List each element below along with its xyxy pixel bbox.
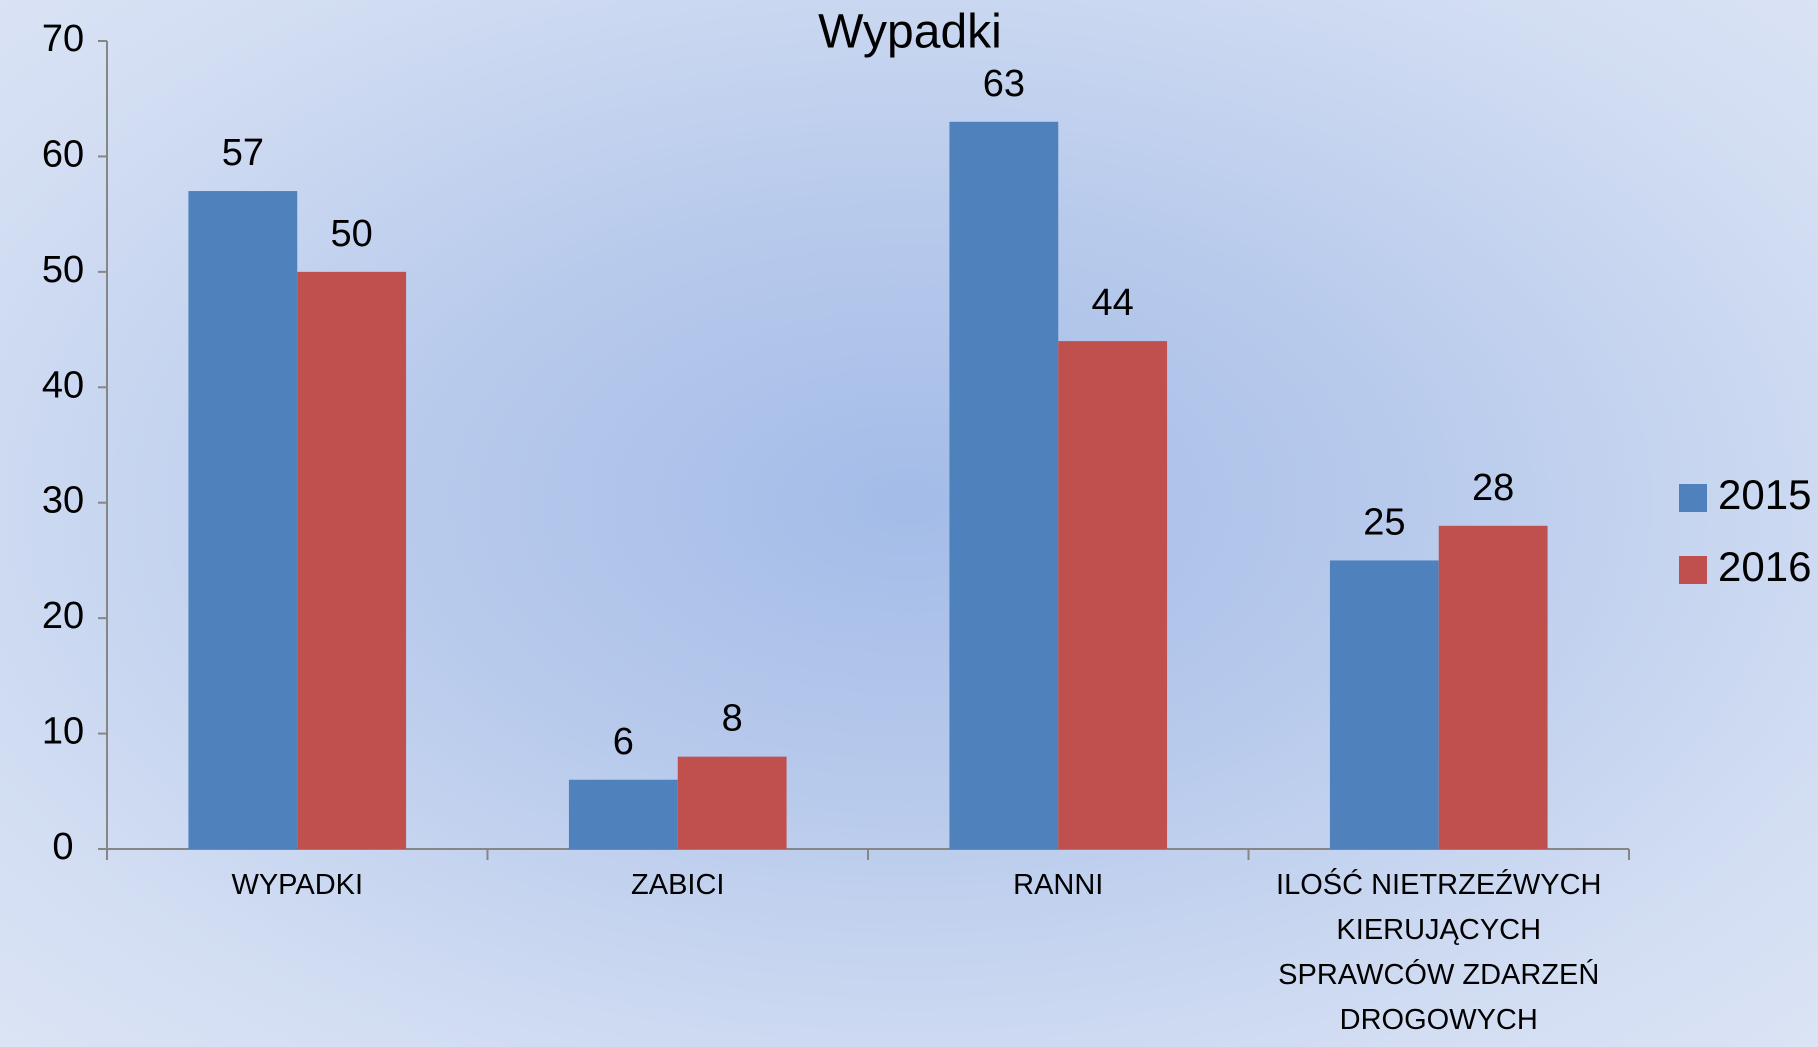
y-tick-label: 10 [42,711,84,753]
bar [188,191,298,850]
y-tick-label: 30 [42,480,84,522]
bar [568,779,678,849]
y-tick-label: 40 [42,364,84,406]
y-tick-label: 60 [42,133,84,175]
data-label: 25 [1363,501,1405,543]
data-label: 44 [1092,282,1134,324]
data-label: 28 [1472,467,1514,509]
legend-swatch [1679,484,1707,512]
bar [1438,525,1548,849]
data-label: 6 [613,721,634,763]
chart-title: Wypadki [818,6,1002,59]
y-tick-label: 50 [42,249,84,291]
legend-label: 2016 [1718,543,1811,590]
x-tick-label: RANNI [1013,869,1104,901]
y-tick-label: 70 [42,18,84,60]
bar [1329,560,1439,849]
data-label: 50 [331,213,373,255]
data-label: 57 [222,132,264,174]
legend-label: 2015 [1718,471,1811,518]
y-tick-label: 0 [52,826,73,868]
x-tick-label: WYPADKI [231,869,364,901]
y-tick-label: 20 [42,595,84,637]
bar [949,121,1059,850]
x-tick-label: ILOŚĆ NIETRZEŹWYCH KIERUJĄCYCH SPRAWCÓW … [1276,869,1602,1036]
legend-swatch [1679,556,1707,584]
bar [297,271,407,849]
x-tick-label: ZABICI [631,869,725,901]
data-label: 8 [722,698,743,740]
data-label: 63 [983,63,1025,105]
bar [1058,341,1168,849]
bar [677,756,787,849]
